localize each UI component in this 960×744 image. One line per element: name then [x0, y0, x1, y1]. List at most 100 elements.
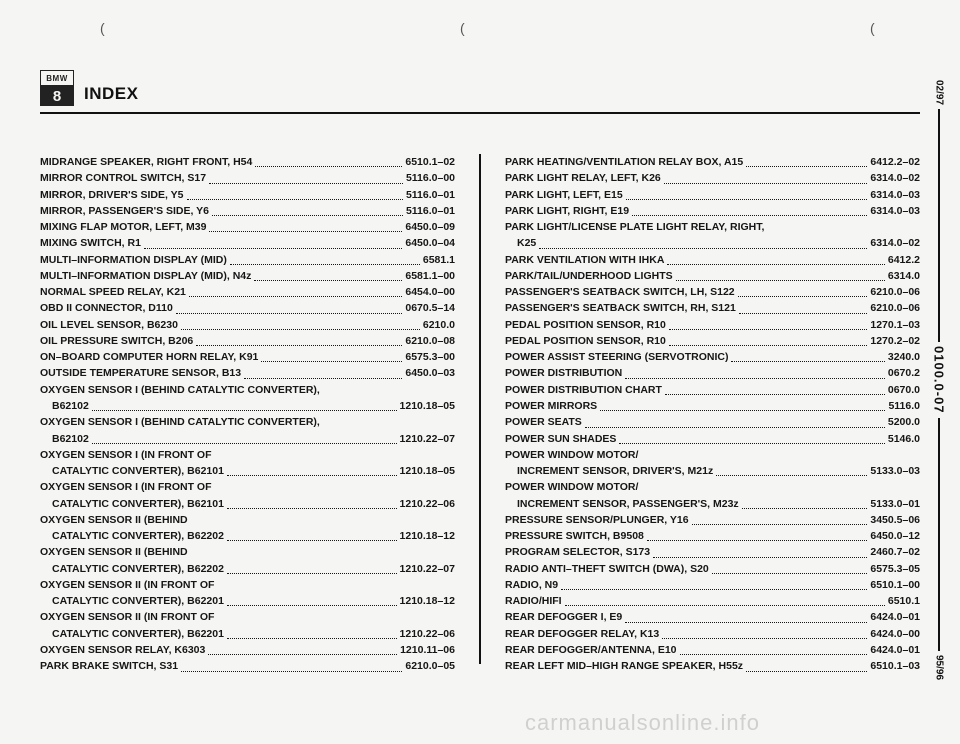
index-entry: MIRROR, PASSENGER'S SIDE, Y65116.0–01	[40, 203, 455, 219]
index-entry: MULTI–INFORMATION DISPLAY (MID), N4z6581…	[40, 268, 455, 284]
entry-dots	[565, 593, 885, 606]
index-columns: MIDRANGE SPEAKER, RIGHT FRONT, H546510.1…	[40, 154, 920, 675]
index-entry: PARK VENTILATION WITH IHKA6412.2	[505, 252, 920, 268]
entry-label: PARK/TAIL/UNDERHOOD LIGHTS	[505, 268, 673, 284]
entry-label: PARK VENTILATION WITH IHKA	[505, 252, 664, 268]
entry-ref: 6575.3–05	[870, 561, 920, 577]
entry-label: REAR DEFOGGER RELAY, K13	[505, 626, 659, 642]
entry-label: CATALYTIC CONVERTER), B62201	[52, 593, 224, 609]
index-entry: MIXING SWITCH, R16450.0–04	[40, 235, 455, 251]
entry-dots	[662, 626, 867, 639]
entry-label: MIRROR, DRIVER'S SIDE, Y5	[40, 187, 184, 203]
entry-ref: 6314.0–03	[870, 187, 920, 203]
entry-ref: 2460.7–02	[870, 544, 920, 560]
entry-ref: 6424.0–01	[870, 642, 920, 658]
entry-ref: 6450.0–04	[405, 235, 455, 251]
entry-ref: 5116.0–01	[406, 187, 455, 203]
entry-dots	[625, 609, 867, 622]
entry-label: PRESSURE SENSOR/PLUNGER, Y16	[505, 512, 689, 528]
entry-ref: 5116.0–01	[406, 203, 455, 219]
index-entry: PARK/TAIL/UNDERHOOD LIGHTS6314.0	[505, 268, 920, 284]
entry-dots	[667, 252, 884, 265]
entry-ref: 6424.0–01	[870, 609, 920, 625]
entry-dots	[626, 187, 868, 200]
entry-ref: 6210.0–05	[405, 658, 455, 674]
index-entry: MIRROR, DRIVER'S SIDE, Y5 5116.0–01	[40, 187, 455, 203]
index-entry: CATALYTIC CONVERTER), B622021210.18–12	[40, 528, 455, 544]
index-entry: REAR DEFOGGER RELAY, K136424.0–00	[505, 626, 920, 642]
entry-dots	[92, 398, 397, 411]
entry-dots	[181, 317, 420, 330]
entry-dots	[539, 235, 867, 248]
page: ( ( ( BMW 8 INDEX MIDRANGE SPEAKER, RIGH…	[0, 0, 960, 744]
entry-label: B62102	[52, 431, 89, 447]
entry-ref: 1210.11–06	[400, 642, 455, 658]
index-entry: OXYGEN SENSOR II (IN FRONT OF	[40, 577, 455, 593]
entry-dots	[742, 496, 868, 509]
entry-ref: 6314.0–03	[870, 203, 920, 219]
entry-ref: 1270.1–03	[870, 317, 920, 333]
entry-ref: 5133.0–01	[870, 496, 920, 512]
entry-dots	[669, 317, 868, 330]
index-entry: OXYGEN SENSOR I (BEHIND CATALYTIC CONVER…	[40, 414, 455, 430]
entry-label: OIL LEVEL SENSOR, B6230	[40, 317, 178, 333]
entry-label: OIL PRESSURE SWITCH, B206	[40, 333, 193, 349]
entry-dots	[244, 365, 402, 378]
entry-dots	[680, 642, 868, 655]
entry-label: MULTI–INFORMATION DISPLAY (MID)	[40, 252, 227, 268]
entry-label: POWER ASSIST STEERING (SERVOTRONIC)	[505, 349, 728, 365]
entry-dots	[227, 496, 397, 509]
entry-label: OXYGEN SENSOR I (IN FRONT OF	[40, 479, 212, 495]
entry-label: PARK LIGHT, RIGHT, E19	[505, 203, 629, 219]
entry-label: OXYGEN SENSOR II (IN FRONT OF	[40, 609, 214, 625]
index-entry: POWER WINDOW MOTOR/	[505, 447, 920, 463]
entry-ref: 3450.5–06	[870, 512, 920, 528]
entry-ref: 1210.22–06	[400, 626, 455, 642]
entry-ref: 6510.1–00	[870, 577, 920, 593]
entry-label: PARK LIGHT RELAY, LEFT, K26	[505, 170, 661, 186]
entry-ref: 6210.0–06	[870, 284, 920, 300]
index-entry: MULTI–INFORMATION DISPLAY (MID)6581.1	[40, 252, 455, 268]
entry-label: OXYGEN SENSOR II (IN FRONT OF	[40, 577, 214, 593]
index-entry: PARK LIGHT, RIGHT, E19 6314.0–03	[505, 203, 920, 219]
index-entry: PARK LIGHT, LEFT, E15 6314.0–03	[505, 187, 920, 203]
entry-ref: 6210.0–06	[870, 300, 920, 316]
index-entry: PROGRAM SELECTOR, S173 2460.7–02	[505, 544, 920, 560]
entry-dots	[227, 626, 397, 639]
entry-dots	[227, 528, 397, 541]
entry-ref: 1210.22–06	[400, 496, 455, 512]
index-entry: RADIO ANTI–THEFT SWITCH (DWA), S206575.3…	[505, 561, 920, 577]
entry-ref: 3240.0	[888, 349, 920, 365]
entry-dots	[746, 658, 867, 671]
entry-ref: 0670.5–14	[405, 300, 455, 316]
entry-label: PARK LIGHT, LEFT, E15	[505, 187, 623, 203]
entry-label: CATALYTIC CONVERTER), B62202	[52, 561, 224, 577]
index-entry: POWER WINDOW MOTOR/	[505, 479, 920, 495]
logo-bottom: 8	[40, 86, 74, 106]
entry-dots	[209, 219, 402, 232]
logo-top: BMW	[40, 70, 74, 86]
entry-dots	[187, 187, 403, 200]
entry-dots	[676, 268, 885, 281]
entry-dots	[665, 382, 885, 395]
index-entry: OIL PRESSURE SWITCH, B2066210.0–08	[40, 333, 455, 349]
entry-ref: 6450.0–03	[405, 365, 455, 381]
entry-label: PARK BRAKE SWITCH, S31	[40, 658, 178, 674]
entry-label: PROGRAM SELECTOR, S173	[505, 544, 650, 560]
entry-dots	[92, 431, 397, 444]
entry-label: MULTI–INFORMATION DISPLAY (MID), N4z	[40, 268, 251, 284]
entry-ref: 0670.0	[888, 382, 920, 398]
entry-label: PEDAL POSITION SENSOR, R10	[505, 317, 666, 333]
entry-dots	[739, 300, 868, 313]
index-entry: RADIO/HIFI6510.1	[505, 593, 920, 609]
index-entry: PARK LIGHT RELAY, LEFT, K266314.0–02	[505, 170, 920, 186]
entry-dots	[647, 528, 867, 541]
entry-dots	[254, 268, 402, 281]
entry-label: NORMAL SPEED RELAY, K21	[40, 284, 186, 300]
entry-label: INCREMENT SENSOR, DRIVER'S, M21z	[517, 463, 713, 479]
entry-ref: 1210.18–12	[400, 528, 455, 544]
entry-ref: 6575.3–00	[405, 349, 455, 365]
entry-label: MIXING FLAP MOTOR, LEFT, M39	[40, 219, 206, 235]
entry-ref: 6510.1–03	[870, 658, 920, 674]
entry-ref: 5116.0–00	[406, 170, 455, 186]
